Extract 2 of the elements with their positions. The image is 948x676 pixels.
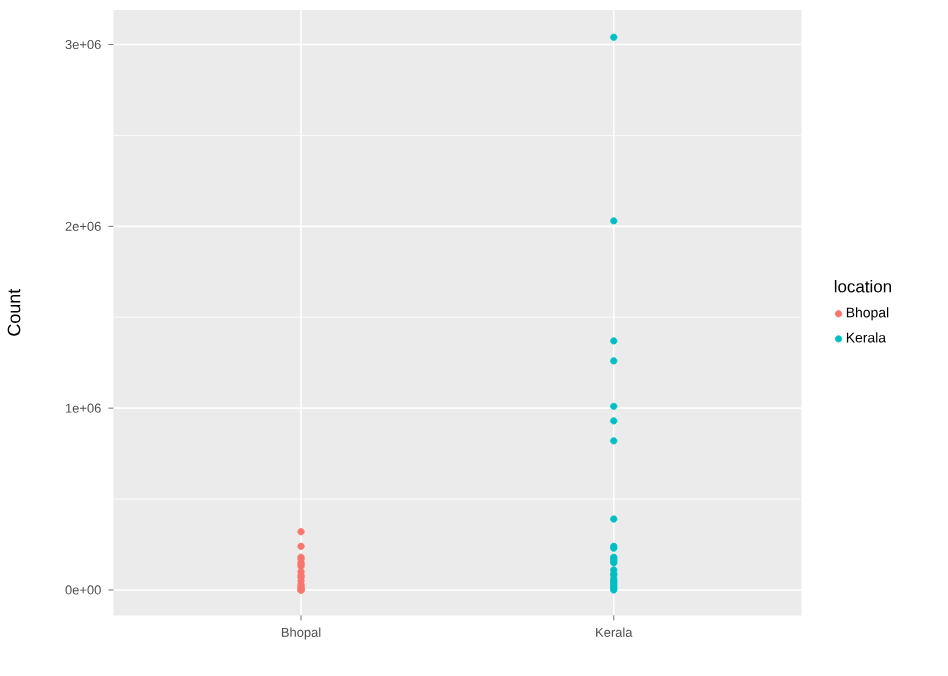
legend-title: location: [834, 280, 891, 293]
y-axis-title: Count: [7, 288, 21, 336]
